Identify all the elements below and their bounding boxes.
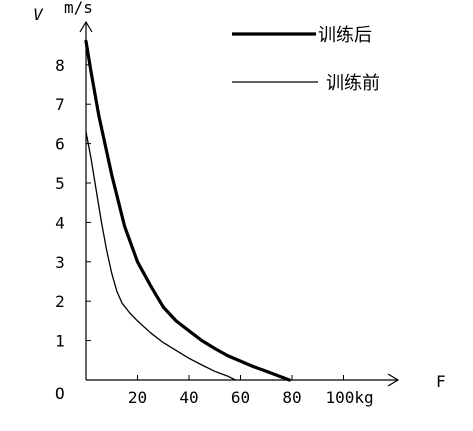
- origin-label: O: [55, 384, 65, 403]
- y-tick-label: 8: [55, 56, 65, 75]
- y-tick-label: 2: [55, 292, 65, 311]
- y-tick-label: 5: [55, 174, 65, 193]
- x-tick-label: 100kg: [326, 388, 374, 407]
- x-tick-label: 80: [282, 388, 301, 407]
- y-tick-label: 6: [55, 135, 65, 154]
- series: [84, 39, 291, 382]
- x-tick-label: 20: [128, 388, 147, 407]
- series-line-before-training: [85, 131, 237, 381]
- y-axis-label: V: [33, 5, 44, 24]
- legend-label: 训练后: [318, 25, 372, 46]
- x-axis-label: F: [436, 372, 446, 391]
- y-axis-arrow: [79, 20, 93, 33]
- y-tick-label: 4: [55, 213, 65, 232]
- legend-label: 训练前: [326, 73, 380, 94]
- y-axis-unit: m/s: [64, 0, 93, 17]
- y-tick-label: 3: [55, 253, 65, 272]
- ticks: 1 2 3 4 5 6 7 8 20 40 60 80 100kg: [55, 56, 373, 407]
- y-tick-label: 1: [55, 332, 65, 351]
- y-tick-label: 7: [55, 95, 65, 114]
- x-tick-label: 60: [231, 388, 250, 407]
- x-tick-label: 40: [179, 388, 198, 407]
- series-line-after-training: [84, 39, 291, 382]
- x-axis-arrow: [387, 373, 400, 387]
